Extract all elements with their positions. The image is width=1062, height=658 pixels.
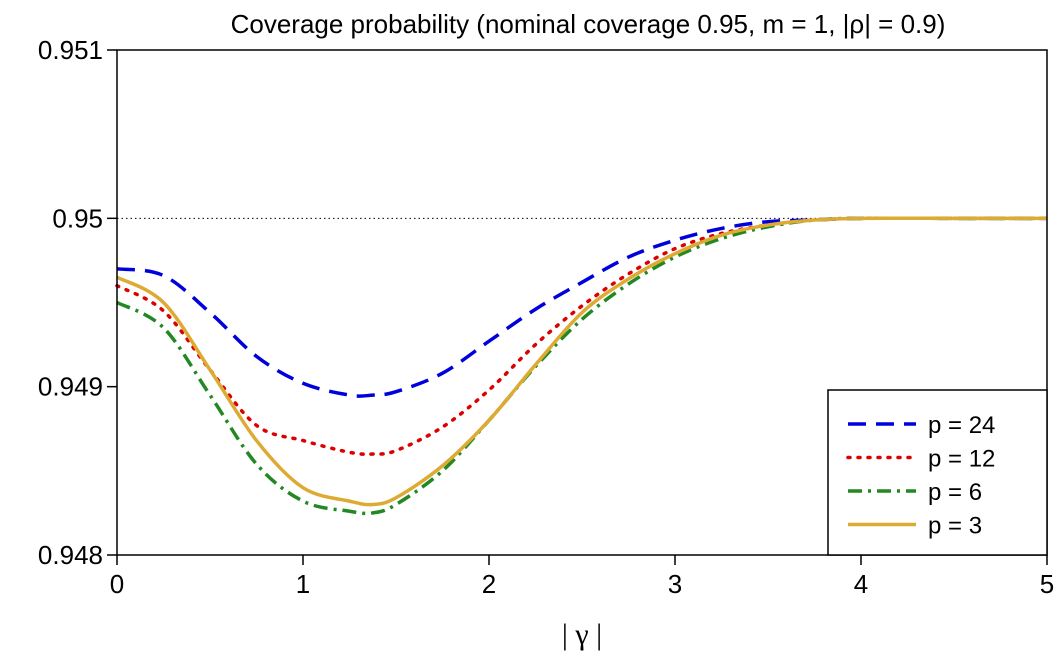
x-tick-label: 2: [482, 569, 496, 599]
legend: p = 24 p = 12 p = 6 p = 3: [827, 389, 1048, 556]
plot-frame: [116, 49, 1048, 556]
series-line-p-24: [116, 216, 1047, 398]
x-tick-label: 4: [854, 569, 868, 599]
x-tick-label: 0: [110, 569, 124, 599]
legend-label: p = 6: [928, 479, 982, 506]
y-tick-label: 0.951: [38, 35, 103, 65]
series-line-p-12: [115, 216, 1049, 456]
x-tick-label: 1: [296, 569, 310, 599]
x-tick-label: 5: [1040, 569, 1054, 599]
legend-label: p = 3: [928, 513, 982, 540]
series-layer: [115, 216, 1049, 516]
axis-layer: 0 1 2 3 4 5 0.948 0.949 0.95 0.951: [38, 35, 1054, 599]
legend-label: p = 12: [928, 446, 995, 473]
x-tick-label: 3: [668, 569, 682, 599]
y-tick-label: 0.95: [52, 203, 103, 233]
series-line-p-3: [116, 216, 1047, 507]
legend-box: [827, 389, 1048, 556]
y-tick-label: 0.948: [38, 540, 103, 570]
y-tick-label: 0.949: [38, 372, 103, 402]
legend-label: p = 24: [928, 412, 995, 439]
x-axis-label: | γ |: [562, 618, 602, 651]
chart-title: Coverage probability (nominal coverage 0…: [231, 9, 946, 39]
